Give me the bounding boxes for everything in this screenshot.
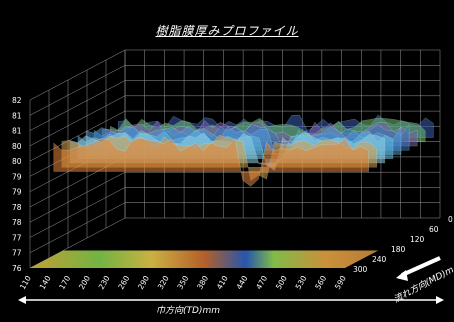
z-tick-label: 79 — [12, 188, 22, 197]
x-tick-label: 140 — [38, 274, 53, 291]
y-tick-label: 120 — [410, 235, 425, 244]
x-axis-ticks: 110 140 170 200 230 260 290 320 350 380 410 440 470 5… — [18, 274, 348, 291]
x-tick-label: 200 — [77, 274, 92, 291]
x-tick-label: 380 — [195, 274, 210, 291]
z-tick-label: 80 — [12, 142, 22, 151]
heatmap-band — [30, 250, 379, 268]
surface-strip — [53, 137, 369, 187]
z-tick-label: 81 — [12, 111, 22, 120]
x-tick-label: 530 — [294, 274, 309, 291]
z-tick-label: 77 — [12, 249, 22, 258]
grid-line-z — [29, 187, 440, 238]
y-tick-label: 60 — [429, 225, 439, 234]
x-tick-label: 500 — [274, 274, 289, 291]
y-axis-arrow — [396, 256, 441, 281]
y-axis-label: 流れ方向(MD)m — [392, 264, 454, 305]
grid-lines — [29, 49, 441, 269]
x-tick-label: 260 — [116, 274, 131, 291]
x-axis-arrow — [18, 296, 444, 304]
x-tick-label: 470 — [254, 274, 269, 291]
x-tick-label: 560 — [313, 274, 328, 291]
z-axis-ticks: 82 81 81 80 80 79 79 78 78 77 77 76 — [12, 96, 22, 273]
x-tick-label: 230 — [97, 274, 112, 291]
y-tick-label: 0 — [448, 215, 453, 224]
surface-mesh — [53, 114, 434, 187]
z-tick-label: 77 — [12, 233, 22, 242]
y-axis-ticks: 0 60 120 180 240 300 — [353, 215, 453, 274]
x-axis-label: 巾方向(TD)mm — [156, 305, 220, 316]
x-tick-label: 350 — [175, 274, 190, 291]
heatmap-floor — [30, 250, 379, 268]
z-tick-label: 76 — [12, 264, 22, 273]
z-tick-label: 79 — [12, 172, 22, 181]
grid-line-z — [29, 171, 440, 223]
z-tick-label: 78 — [12, 203, 22, 212]
grid-line-z — [29, 65, 440, 116]
z-tick-label: 80 — [12, 157, 22, 166]
z-tick-label: 82 — [12, 96, 22, 105]
chart-title: 樹脂膜厚みプロファイル — [155, 24, 299, 38]
grid-line-z — [29, 49, 440, 101]
z-tick-label: 78 — [12, 218, 22, 227]
x-tick-label: 290 — [136, 274, 151, 291]
x-tick-label: 440 — [235, 274, 250, 291]
y-tick-label: 180 — [391, 245, 406, 254]
z-tick-label: 81 — [12, 127, 22, 136]
x-tick-label: 320 — [156, 274, 171, 291]
y-tick-label: 300 — [353, 265, 368, 274]
grid-line-z — [29, 202, 440, 253]
x-tick-label: 110 — [18, 274, 33, 291]
y-tick-label: 240 — [372, 255, 387, 264]
x-tick-label: 410 — [215, 274, 230, 291]
x-tick-label: 590 — [333, 274, 348, 291]
x-tick-label: 170 — [57, 274, 72, 291]
